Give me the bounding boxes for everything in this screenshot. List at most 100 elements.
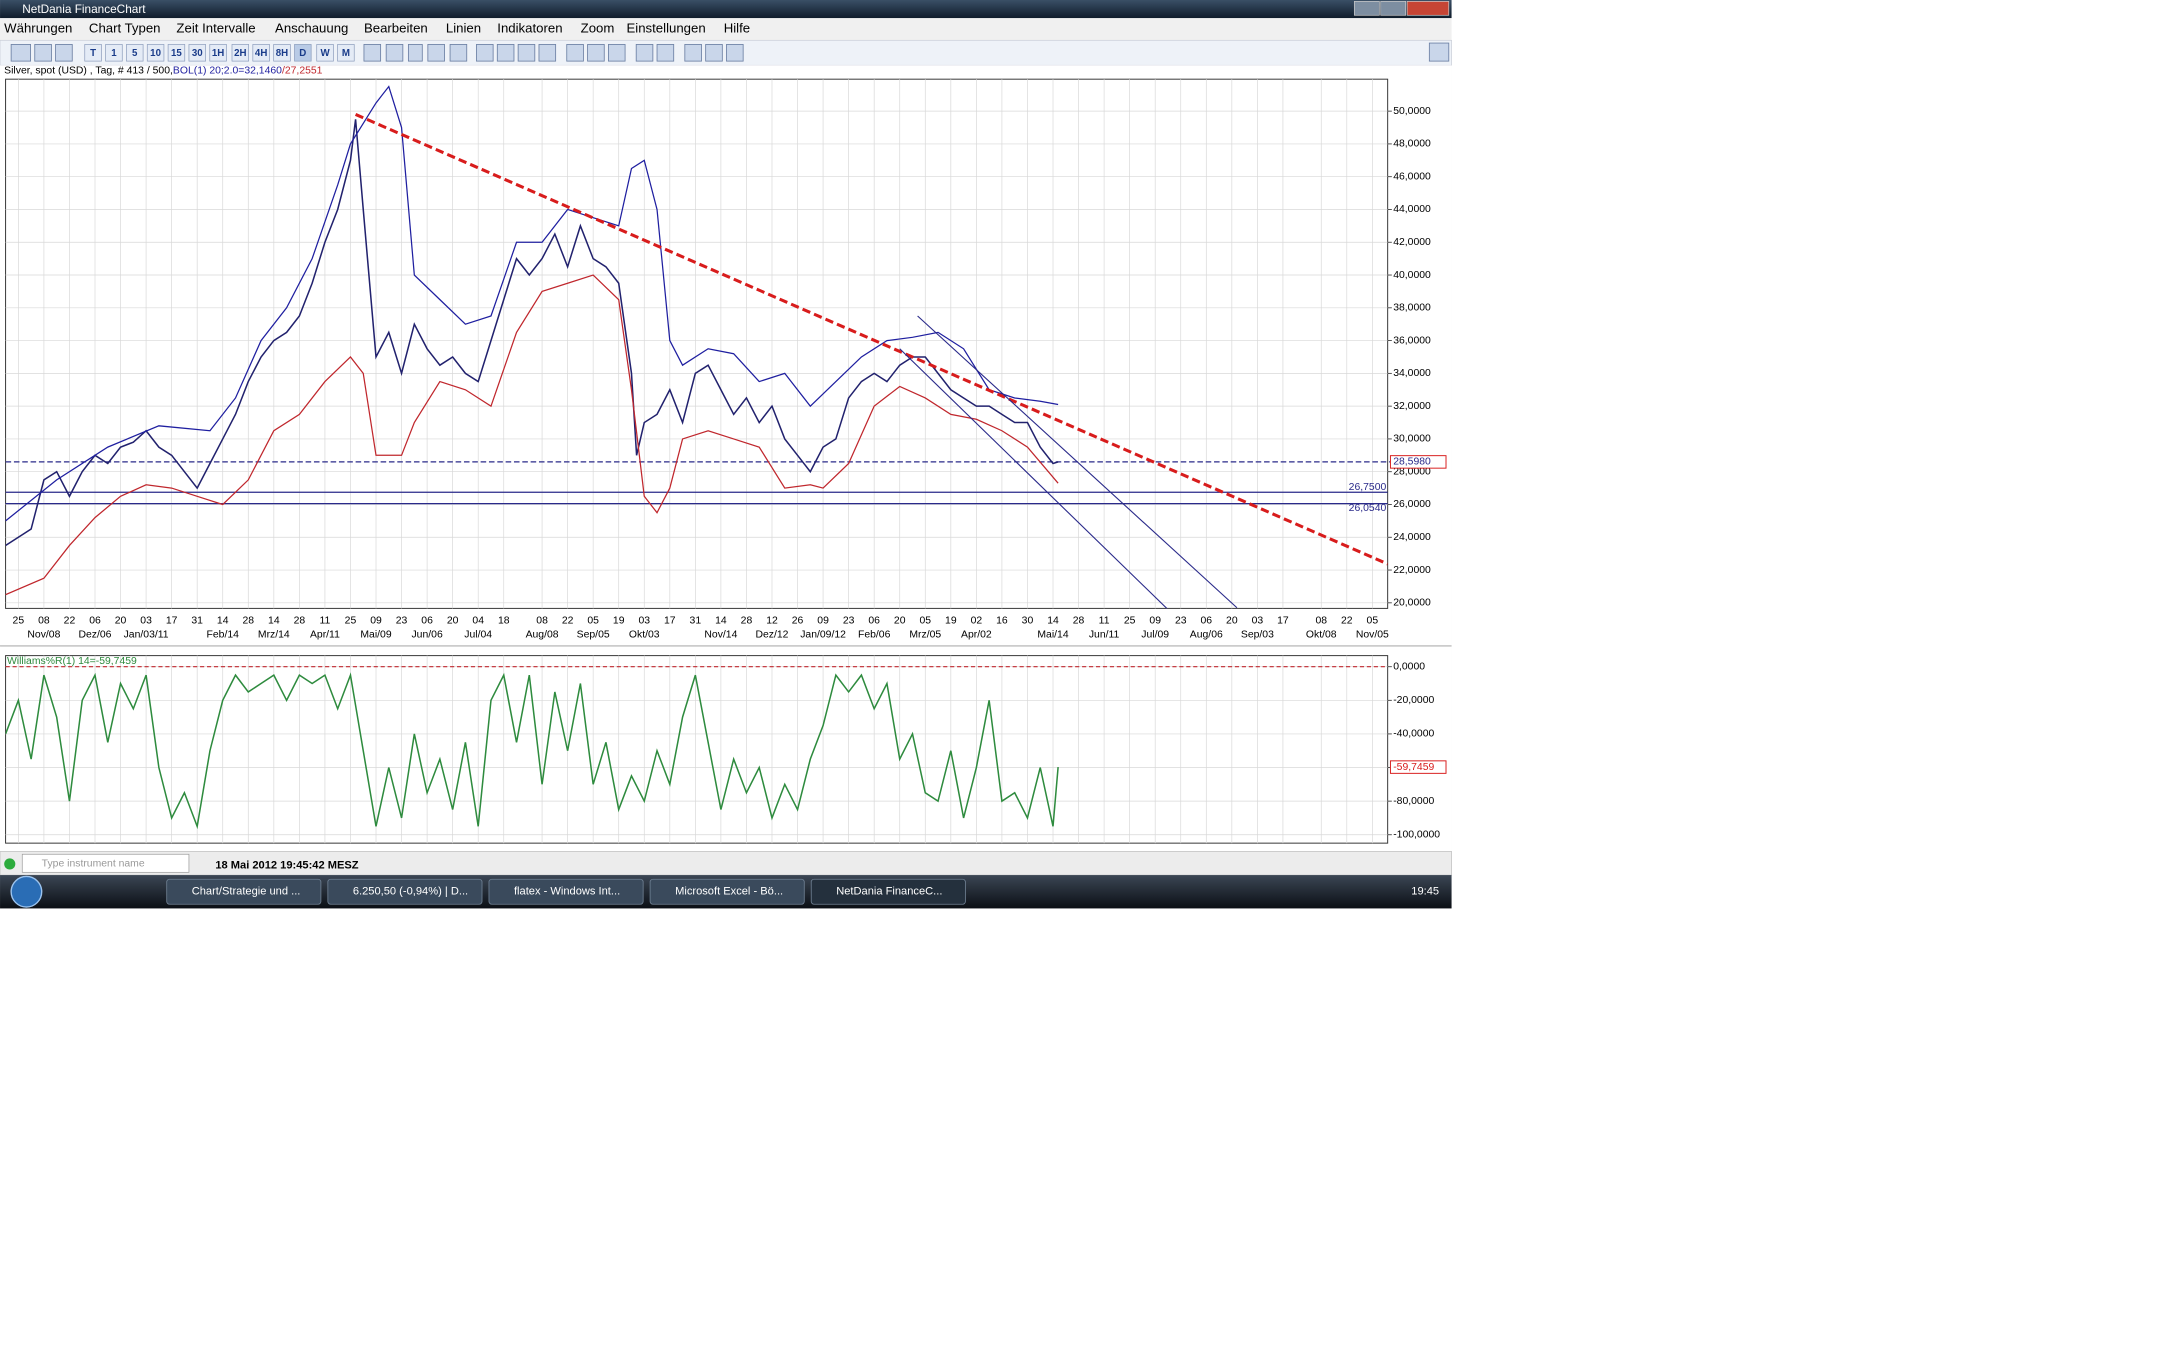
x-tick-label: 16 — [996, 616, 1008, 627]
icon[interactable] — [496, 44, 515, 62]
legend-upper-band: BOL(1) 20;2.0=32,1460 — [173, 66, 282, 77]
taskbar-item[interactable] — [327, 878, 483, 905]
horizontal-line-label: 26,7500 — [1349, 482, 1387, 493]
x-month-label: Dez/12 — [755, 630, 788, 641]
indicator-plot-frame — [5, 655, 1389, 844]
interval-button[interactable] — [231, 44, 250, 62]
taskbar-item-label: NetDania FinanceC... — [836, 886, 942, 898]
icon[interactable] — [656, 44, 675, 62]
x-month-label: Apr/11 — [310, 630, 340, 641]
icon[interactable] — [34, 44, 52, 62]
maximize-button[interactable] — [1380, 1, 1407, 16]
icon[interactable] — [449, 44, 468, 62]
icon[interactable] — [517, 44, 536, 62]
icon[interactable] — [635, 44, 654, 62]
interval-button[interactable] — [316, 44, 334, 62]
x-tick-label: 25 — [1124, 616, 1136, 627]
x-tick-label: 03 — [140, 616, 152, 627]
taskbar-item[interactable] — [810, 878, 966, 905]
interval-button[interactable] — [252, 44, 270, 62]
x-tick-label: 18 — [498, 616, 510, 627]
interval-button[interactable] — [294, 44, 312, 62]
icon[interactable] — [476, 44, 494, 62]
menu-item[interactable]: Einstellungen — [626, 21, 705, 36]
y-tick-label: 46,0000 — [1393, 171, 1431, 182]
icon[interactable] — [566, 44, 584, 62]
icon[interactable] — [1428, 42, 1450, 62]
x-tick-label: 23 — [1175, 616, 1187, 627]
icon[interactable] — [427, 44, 445, 62]
x-tick-label: 05 — [1367, 616, 1379, 627]
interval-button[interactable] — [167, 44, 186, 62]
current-value-label: -59,7459 — [1393, 762, 1434, 773]
icon[interactable] — [407, 44, 423, 62]
taskbar-clock: 19:45 — [1411, 886, 1439, 898]
interval-label: D — [299, 48, 306, 59]
price-plot-frame — [5, 78, 1389, 609]
icon[interactable] — [538, 44, 557, 62]
menu-item[interactable]: Zoom — [581, 21, 615, 36]
taskbar-item[interactable] — [166, 878, 322, 905]
interval-button[interactable] — [146, 44, 165, 62]
interval-label: 30 — [192, 48, 203, 59]
y-tick-label: 48,0000 — [1393, 139, 1431, 150]
x-tick-label: 17 — [664, 616, 676, 627]
menu-item[interactable]: Linien — [446, 21, 481, 36]
x-month-label: Apr/02 — [961, 630, 992, 641]
chart-area — [0, 65, 1452, 852]
taskbar-item[interactable] — [649, 878, 805, 905]
x-tick-label: 06 — [868, 616, 880, 627]
x-month-label: Aug/08 — [526, 630, 559, 641]
interval-button[interactable] — [84, 44, 102, 62]
icon[interactable] — [363, 44, 382, 62]
interval-button[interactable] — [126, 44, 144, 62]
x-tick-label: 05 — [587, 616, 599, 627]
menu-item[interactable]: Währungen — [4, 21, 72, 36]
x-month-label: Aug/06 — [1190, 630, 1223, 641]
y-tick-label: 50,0000 — [1393, 106, 1431, 117]
series-line — [5, 274, 1059, 596]
instrument-search[interactable] — [21, 853, 190, 873]
taskbar-item[interactable] — [488, 878, 644, 905]
interval-label: 4H — [255, 48, 267, 59]
x-tick-label: 08 — [1315, 616, 1327, 627]
icon[interactable] — [684, 44, 702, 62]
menu-item[interactable]: Hilfe — [724, 21, 750, 36]
interval-button[interactable] — [209, 44, 227, 62]
menu-item[interactable]: Bearbeiten — [364, 21, 428, 36]
x-month-label: Jun/06 — [411, 630, 442, 641]
x-tick-label: 09 — [370, 616, 382, 627]
start-button[interactable] — [10, 875, 43, 908]
interval-button[interactable] — [105, 44, 123, 62]
x-tick-label: 19 — [613, 616, 625, 627]
x-tick-label: 25 — [345, 616, 357, 627]
menu-item[interactable]: Chart Typen — [89, 21, 161, 36]
menu-item[interactable]: Zeit Intervalle — [176, 21, 255, 36]
menu-item[interactable]: Anschauung — [275, 21, 348, 36]
menu-item[interactable]: Indikatoren — [497, 21, 562, 36]
close-button[interactable] — [1406, 1, 1450, 16]
icon[interactable] — [10, 44, 32, 62]
icon[interactable] — [608, 44, 626, 62]
connection-indicator — [4, 858, 16, 870]
x-tick-label: 28 — [242, 616, 254, 627]
minimize-button[interactable] — [1353, 1, 1380, 16]
title-bar — [0, 0, 1452, 19]
x-tick-label: 31 — [690, 616, 702, 627]
interval-button[interactable] — [273, 44, 291, 62]
x-tick-label: 17 — [1277, 616, 1289, 627]
icon[interactable] — [55, 44, 73, 62]
x-tick-label: 06 — [421, 616, 433, 627]
interval-button[interactable] — [188, 44, 206, 62]
icon[interactable] — [726, 44, 744, 62]
x-month-label: Mrz/05 — [909, 630, 941, 641]
interval-button[interactable] — [337, 44, 355, 62]
icon[interactable] — [587, 44, 605, 62]
x-month-label: Nov/05 — [1356, 630, 1389, 641]
y-tick-label: 22,0000 — [1393, 565, 1431, 576]
icon[interactable] — [385, 44, 404, 62]
interval-label: M — [342, 48, 350, 59]
icon[interactable] — [705, 44, 723, 62]
y-tick-label: 36,0000 — [1393, 335, 1431, 346]
x-month-label: Nov/14 — [704, 630, 737, 641]
